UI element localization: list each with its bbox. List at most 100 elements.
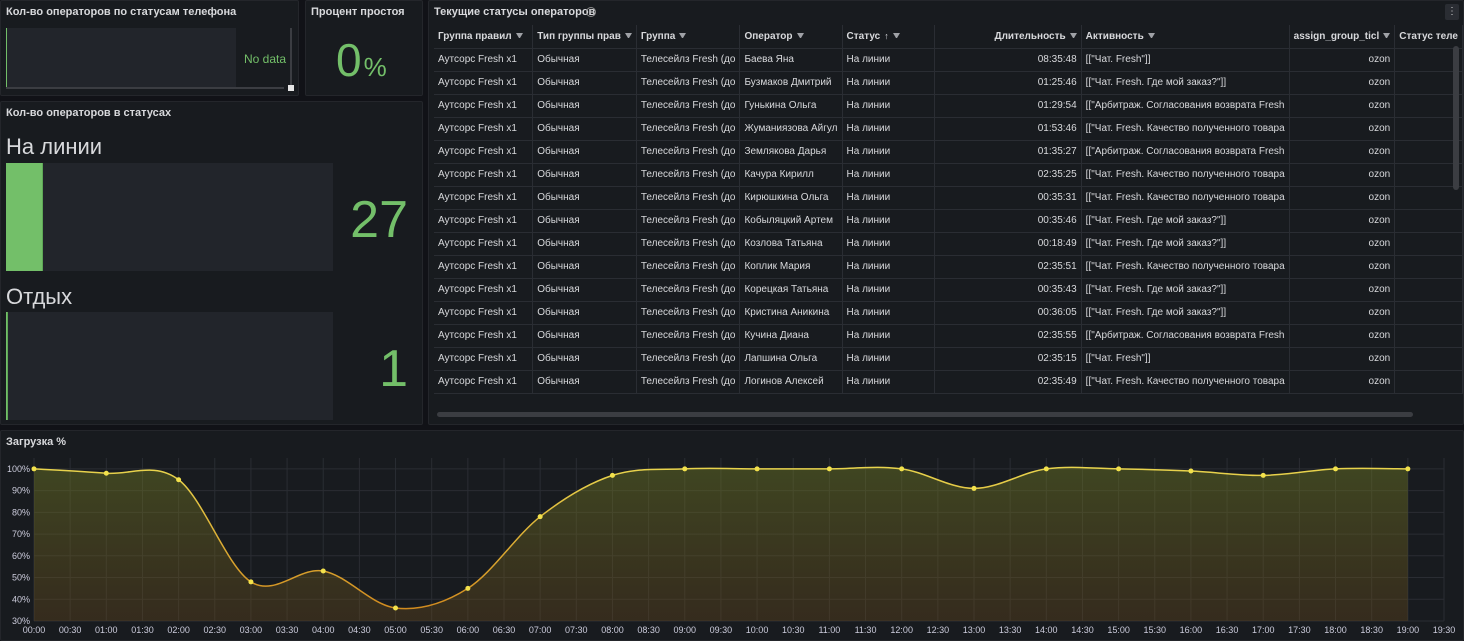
table-cell: [["Чат. Fresh. Где мой заказ?"]] <box>1081 209 1290 233</box>
y-tick-label: 80% <box>12 507 30 517</box>
table-cell: На линии <box>842 347 936 371</box>
table-cell: [["Чат. Fresh. Качество полученного това… <box>1081 186 1290 210</box>
column-header-label: Оператор <box>744 30 793 42</box>
column-header[interactable]: Тип группы прав <box>532 25 637 49</box>
x-tick-label: 14:30 <box>1071 625 1094 635</box>
filter-icon[interactable] <box>1147 33 1155 39</box>
table-cell: [["Чат. Fresh. Где мой заказ?"]] <box>1081 71 1290 95</box>
table-cell: ozon <box>1289 94 1396 118</box>
filter-icon[interactable] <box>1383 33 1391 39</box>
table-cell: Бузмаков Дмитрий <box>739 71 843 95</box>
series-area <box>34 467 1408 621</box>
table-cell: На линии <box>842 301 936 325</box>
table-cell: 01:53:46 <box>934 117 1082 141</box>
table-row[interactable]: Аутсорс Fresh x1 Обычная Телесейлз Fresh (… <box>434 232 1463 256</box>
phone-status-panel: Кол-во операторов по статусам телефона N… <box>0 0 299 96</box>
vertical-scrollbar[interactable] <box>290 28 292 88</box>
column-header[interactable]: Группа правил <box>434 25 534 49</box>
filter-icon[interactable] <box>892 33 900 39</box>
phone-status-bar <box>6 28 236 88</box>
data-point <box>1405 466 1411 472</box>
x-tick-label: 03:00 <box>240 625 263 635</box>
vertical-scrollbar[interactable] <box>1453 46 1459 190</box>
table-cell: Коплик Мария <box>739 255 843 279</box>
table-cell: Телесейлз Fresh (до <box>636 209 741 233</box>
status-bar-fill <box>6 312 9 420</box>
table-row[interactable]: Аутсорс Fresh x1 Обычная Телесейлз Fresh (… <box>434 117 1463 141</box>
filter-icon[interactable] <box>679 33 687 39</box>
table-row[interactable]: Аутсорс Fresh x1 Обычная Телесейлз Fresh (… <box>434 301 1463 325</box>
table-cell: Баева Яна <box>739 48 843 72</box>
table-cell: [["Чат. Fresh. Где мой заказ?"]] <box>1081 232 1290 256</box>
column-header[interactable]: Активность <box>1081 25 1290 49</box>
table-row[interactable]: Аутсорс Fresh x1 Обычная Телесейлз Fresh (… <box>434 278 1463 302</box>
table-cell: Телесейлз Fresh (до <box>636 48 741 72</box>
x-tick-label: 17:00 <box>1252 625 1275 635</box>
info-icon[interactable]: i <box>586 7 596 17</box>
column-header[interactable]: Оператор <box>739 25 843 49</box>
x-tick-label: 02:00 <box>167 625 190 635</box>
table-cell: [["Чат. Fresh. Качество полученного това… <box>1081 163 1290 187</box>
table-cell: Обычная <box>532 94 637 118</box>
data-point <box>537 514 543 520</box>
table-cell: Обычная <box>532 117 637 141</box>
column-header-label: assign_group_ticl <box>1293 30 1380 42</box>
panel-menu-icon[interactable]: ⋮ <box>1445 4 1459 20</box>
operators-table-panel: Текущие статусы операторов i ⋮ Группа пр… <box>428 0 1464 425</box>
data-point <box>899 466 905 472</box>
table-cell: На линии <box>842 255 936 279</box>
column-header[interactable]: Группа <box>636 25 741 49</box>
column-header[interactable]: assign_group_ticl <box>1289 25 1396 49</box>
table-cell: [["Чат. Fresh"]] <box>1081 347 1290 371</box>
table-row[interactable]: Аутсорс Fresh x1 Обычная Телесейлз Fresh (… <box>434 94 1463 118</box>
table-row[interactable]: Аутсорс Fresh x1 Обычная Телесейлз Fresh (… <box>434 209 1463 233</box>
filter-icon[interactable] <box>624 33 632 39</box>
table-row[interactable]: Аутсорс Fresh x1 Обычная Телесейлз Fresh (… <box>434 347 1463 371</box>
x-tick-label: 00:00 <box>23 625 46 635</box>
data-point <box>1333 466 1339 472</box>
data-point <box>393 605 399 611</box>
x-tick-label: 01:30 <box>131 625 154 635</box>
table-cell <box>1394 324 1463 348</box>
table-row[interactable]: Аутсорс Fresh x1 Обычная Телесейлз Fresh (… <box>434 370 1463 394</box>
table-cell: Обычная <box>532 255 637 279</box>
table-row[interactable]: Аутсорс Fresh x1 Обычная Телесейлз Fresh (… <box>434 255 1463 279</box>
table-row[interactable]: Аутсорс Fresh x1 Обычная Телесейлз Fresh (… <box>434 48 1463 72</box>
panel-title: Процент простоя <box>311 6 405 18</box>
horizontal-scrollbar[interactable] <box>6 87 284 89</box>
sort-asc-icon[interactable]: ↑ <box>884 30 889 41</box>
table-row[interactable]: Аутсорс Fresh x1 Обычная Телесейлз Fresh (… <box>434 140 1463 164</box>
table-cell <box>1394 278 1463 302</box>
table-cell: ozon <box>1289 186 1396 210</box>
table-row[interactable]: Аутсорс Fresh x1 Обычная Телесейлз Fresh (… <box>434 324 1463 348</box>
horizontal-scrollbar[interactable] <box>437 412 1413 417</box>
table-row[interactable]: Аутсорс Fresh x1 Обычная Телесейлз Fresh (… <box>434 163 1463 187</box>
no-data-label: No data <box>244 52 287 66</box>
table-cell: 01:25:46 <box>934 71 1082 95</box>
column-header[interactable]: Длительность <box>934 25 1082 49</box>
idle-percent-panel: Процент простоя 0% <box>305 0 423 96</box>
x-tick-label: 11:00 <box>818 625 840 635</box>
x-tick-label: 10:00 <box>746 625 769 635</box>
resize-handle[interactable] <box>288 85 294 91</box>
x-tick-label: 12:00 <box>890 625 913 635</box>
table-cell: Телесейлз Fresh (до <box>636 94 741 118</box>
table-cell: Телесейлз Fresh (до <box>636 347 741 371</box>
y-tick-label: 70% <box>12 529 30 539</box>
table-cell: 02:35:25 <box>934 163 1082 187</box>
table-row[interactable]: Аутсорс Fresh x1 Обычная Телесейлз Fresh (… <box>434 71 1463 95</box>
load-chart-panel: Загрузка % 30% 40% 50% 60% 70% 80% 90% 100% 00:0… <box>0 430 1464 641</box>
filter-icon[interactable] <box>1069 33 1077 39</box>
filter-icon[interactable] <box>796 33 804 39</box>
filter-icon[interactable] <box>515 33 523 39</box>
column-header[interactable]: Статус ↑ <box>842 25 936 49</box>
table-cell <box>1394 48 1463 72</box>
table-cell <box>1394 94 1463 118</box>
table-cell: Телесейлз Fresh (до <box>636 232 741 256</box>
table-cell: На линии <box>842 117 936 141</box>
column-header[interactable]: Статус теле <box>1394 25 1463 49</box>
x-tick-label: 06:00 <box>457 625 480 635</box>
status-counts-panel: Кол-во операторов в статусах На линии 27… <box>0 101 423 425</box>
table-header-row: Группа правил Тип группы прав Группа Операт… <box>434 25 1463 49</box>
table-row[interactable]: Аутсорс Fresh x1 Обычная Телесейлз Fresh (… <box>434 186 1463 210</box>
